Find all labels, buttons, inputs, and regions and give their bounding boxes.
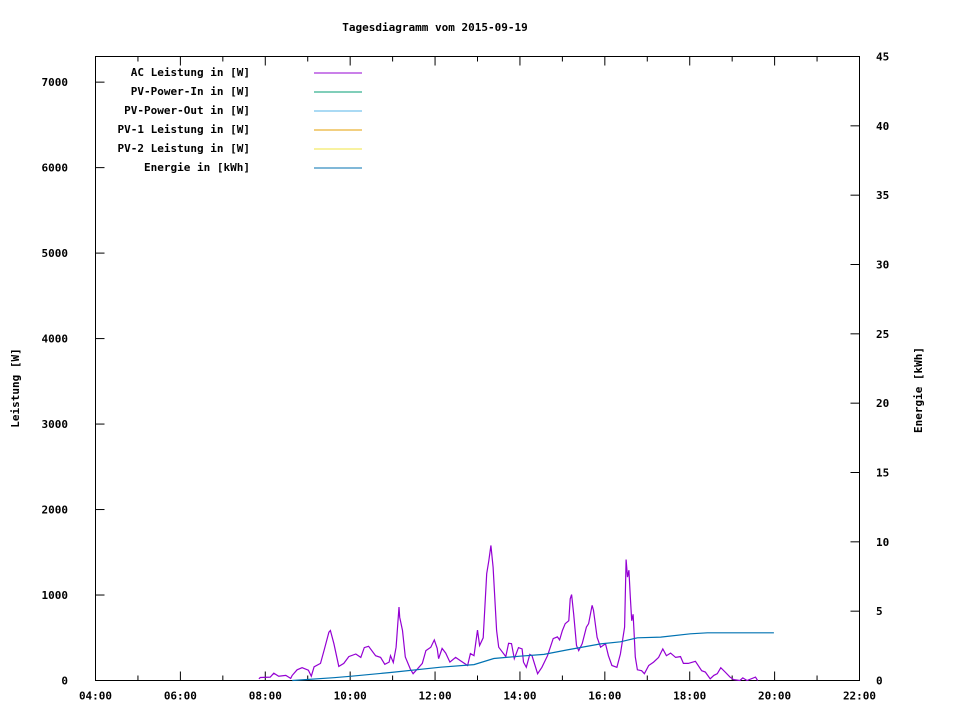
x-tick-label: 16:00	[588, 690, 621, 703]
chart-title: Tagesdiagramm vom 2015-09-19	[342, 21, 527, 34]
x-tick-label: 04:00	[79, 690, 112, 703]
y2-tick-label: 20	[876, 397, 889, 410]
x-tick-label: 18:00	[673, 690, 706, 703]
legend-label: AC Leistung in [W]	[131, 66, 250, 79]
series-line	[292, 633, 774, 681]
legend-label: PV-1 Leistung in [W]	[118, 123, 250, 136]
y-axis-label: Leistung [W]	[9, 348, 22, 427]
y2-axis-label: Energie [kWh]	[912, 347, 925, 433]
series-group	[259, 545, 774, 680]
y-tick-label: 3000	[42, 418, 69, 431]
y2-tick-label: 5	[876, 605, 883, 618]
series-line	[259, 545, 758, 680]
legend-label: PV-2 Leistung in [W]	[118, 142, 250, 155]
x-tick-label: 22:00	[843, 690, 876, 703]
y-tick-label: 4000	[42, 333, 69, 346]
x-tick-label: 12:00	[418, 690, 451, 703]
y2-tick-label: 10	[876, 536, 889, 549]
y2-tick-label: 30	[876, 259, 889, 272]
y-tick-label: 1000	[42, 589, 69, 602]
x-tick-label: 08:00	[249, 690, 282, 703]
y2-tick-label: 45	[876, 51, 889, 64]
y-tick-label: 7000	[42, 76, 69, 89]
legend-label: Energie in [kWh]	[144, 161, 250, 174]
y-tick-label: 0	[61, 675, 68, 688]
y2-tick-label: 35	[876, 189, 889, 202]
x-tick-label: 14:00	[503, 690, 536, 703]
x-tick-label: 10:00	[334, 690, 367, 703]
y-tick-label: 6000	[42, 162, 69, 175]
x-tick-label: 06:00	[164, 690, 197, 703]
legend-label: PV-Power-Out in [W]	[124, 104, 250, 117]
legend: AC Leistung in [W] PV-Power-In in [W] PV-P…	[118, 66, 362, 174]
y-tick-label: 5000	[42, 247, 69, 260]
y2-tick-label: 40	[876, 120, 889, 133]
y-tick-label: 2000	[42, 504, 69, 517]
x-tick-label: 20:00	[758, 690, 791, 703]
y2-tick-label: 15	[876, 467, 889, 480]
legend-label: PV-Power-In in [W]	[131, 85, 250, 98]
y2-tick-label: 0	[876, 675, 883, 688]
y2-tick-label: 25	[876, 328, 889, 341]
